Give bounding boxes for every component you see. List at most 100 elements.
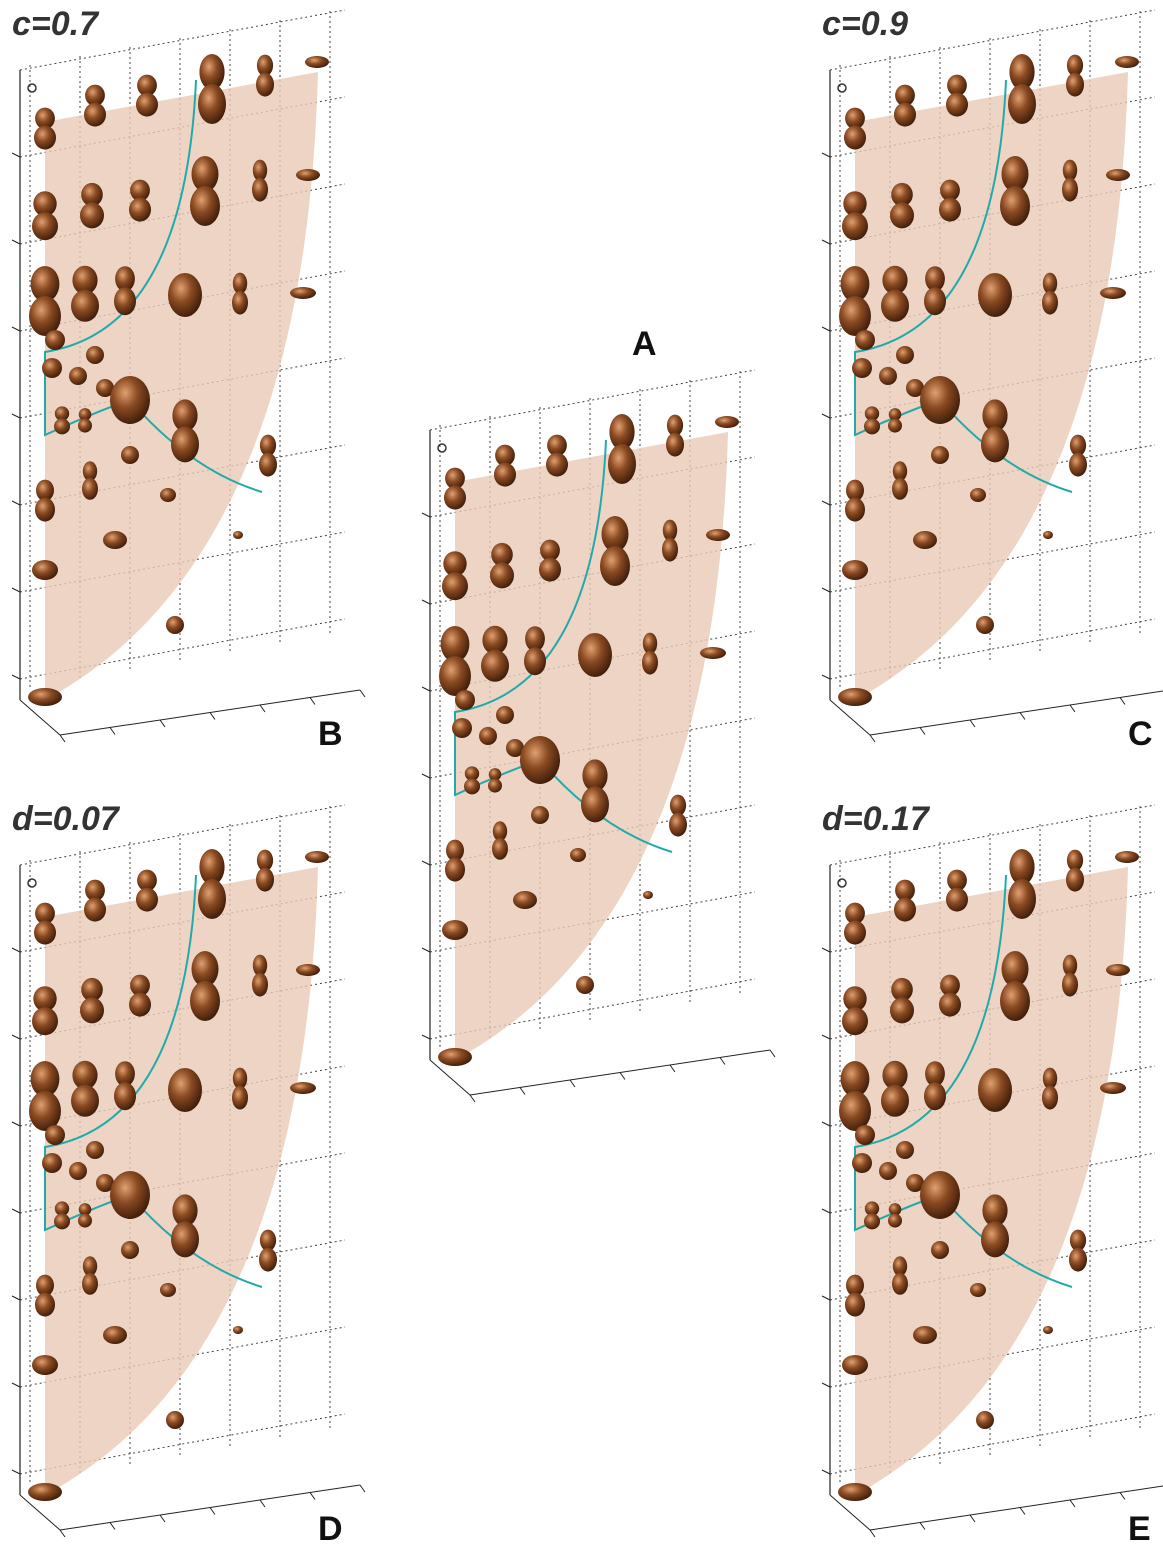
axis-tick [12,240,20,244]
glyph [494,463,516,487]
axis-tick [1070,1500,1075,1507]
glyph [296,964,320,976]
panel-parameter: c=0.9 [822,5,908,43]
glyph [256,73,274,97]
glyph [666,433,684,457]
axis-tick [360,690,365,697]
region [455,432,728,1060]
glyph [864,418,880,434]
axis-tick [260,1500,265,1507]
glyph [842,212,868,240]
glyph [1043,1326,1053,1334]
glyph [442,920,468,940]
glyph [978,273,1012,317]
glyph [1100,287,1126,299]
glyph [442,572,468,600]
glyph [103,1326,127,1344]
glyph [881,290,909,322]
marker [438,444,446,452]
axis-tick [422,687,430,691]
axis-tick [822,153,830,157]
glyph [35,498,55,522]
glyph [233,531,243,539]
glyph [464,778,480,794]
axis-tick [360,1485,365,1492]
glyph [892,478,908,500]
glyph [54,1213,70,1229]
glyph [931,1241,949,1259]
axis-tick [520,1088,525,1095]
glyph [84,103,106,127]
glyph [890,202,914,228]
glyph [259,1248,277,1272]
glyph [970,1283,986,1297]
glyph [539,558,561,582]
glyph [913,1326,937,1344]
glyph [171,426,199,462]
glyph [290,287,316,299]
glyph [166,616,184,634]
axis-tick [822,1122,830,1126]
glyph [492,838,508,860]
glyph [839,1091,871,1131]
region [45,867,318,1495]
glyph [888,1214,902,1228]
glyph [198,84,226,124]
axis-tick [210,713,215,720]
axis-tick [422,774,430,778]
glyph [531,806,549,824]
glyph [642,651,658,675]
glyph [32,1355,58,1375]
glyph [103,531,127,549]
glyph [129,198,151,222]
glyph [168,1068,202,1112]
axis-tick [110,1523,115,1530]
glyph [946,93,968,117]
axis-tick [12,153,20,157]
glyph [86,346,104,364]
glyph [920,1171,960,1219]
glyph [479,727,497,745]
axis-tick [12,675,20,679]
axis-tick [12,1383,20,1387]
axis-tick [822,1035,830,1039]
glyph [69,367,87,385]
glyph [305,851,329,863]
glyph [1042,291,1058,315]
glyph [488,779,502,793]
glyph [546,453,568,477]
glyph [42,358,62,378]
axis-tick [822,327,830,331]
axis-tick [970,720,975,727]
axis-tick [920,728,925,735]
marker [28,84,36,92]
panel-parameter: c=0.7 [12,5,100,43]
glyph [445,858,465,882]
glyph [838,1483,872,1501]
glyph [976,1411,994,1429]
glyph [78,419,92,433]
glyph [976,616,994,634]
glyph [32,212,58,240]
glyph [28,688,62,706]
axis-tick [12,327,20,331]
glyph [190,186,220,226]
glyph [1106,169,1130,181]
axis-tick [1070,705,1075,712]
axis-tick [822,588,830,592]
glyph [864,1213,880,1229]
axis-tick [1020,713,1025,720]
glyph [69,1162,87,1180]
glyph [669,813,687,837]
axis-tick [720,1058,725,1065]
glyph [700,647,726,659]
glyph [894,898,916,922]
glyph [890,997,914,1023]
glyph [855,1125,875,1145]
glyph [438,1048,472,1066]
glyph [290,1082,316,1094]
glyph [842,560,868,580]
glyph [34,921,56,945]
glyph [608,444,636,484]
glyph [110,1171,150,1219]
